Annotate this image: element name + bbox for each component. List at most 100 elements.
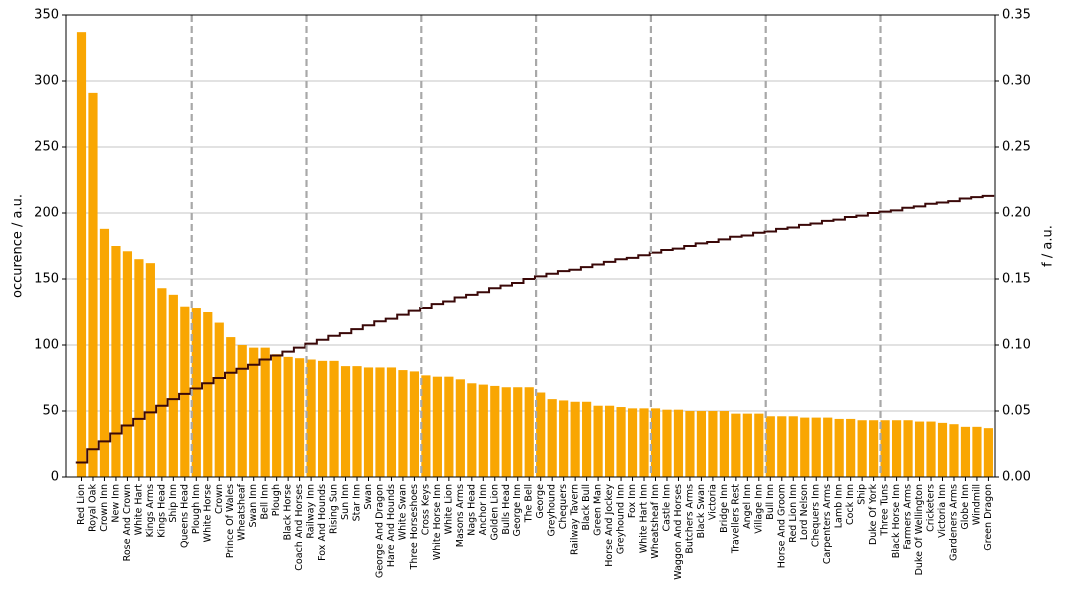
x-tick-label: Waggon And Horses (673, 484, 684, 580)
x-tick-label: White Lion (443, 484, 454, 534)
y2-axis-label: f / a.u. (1041, 225, 1056, 267)
x-tick-label: Swan Inn (248, 484, 259, 528)
x-tick-label: Crown Inn (99, 484, 110, 532)
bar (260, 347, 270, 477)
bar (398, 370, 408, 477)
x-tick-label: Bull Inn (765, 484, 776, 520)
x-tick-label: New Inn (110, 484, 121, 523)
x-tick-label: Green Dragon (983, 484, 994, 551)
y-tick-label: 100 (34, 338, 59, 353)
x-tick-label: Duke Of York (868, 484, 879, 545)
bar (650, 408, 661, 477)
bar (76, 32, 87, 477)
bar (513, 387, 523, 477)
x-tick-label: Black Bull (581, 484, 592, 531)
bar (329, 360, 339, 477)
bar (719, 411, 729, 477)
y2-tick-label: 0.15 (1002, 272, 1031, 287)
bar (111, 246, 121, 477)
x-tick-label: George Inn (512, 484, 523, 537)
bar (363, 367, 374, 477)
bar (604, 405, 615, 477)
x-tick-label: Queens Head (179, 484, 190, 548)
bar (914, 421, 925, 477)
x-tick-label: Plough Inn (191, 484, 202, 534)
cumulative-line (75, 194, 995, 464)
bar (903, 420, 913, 477)
x-tick-label: Red Lion (76, 484, 87, 525)
bar (731, 413, 741, 477)
bar (949, 424, 959, 477)
bar (788, 416, 798, 477)
y2-tick-label: 0.00 (1002, 470, 1031, 485)
x-tick-label: Railway Inn (306, 484, 317, 539)
bar (145, 263, 155, 477)
y2-tick-label: 0.05 (1002, 404, 1031, 419)
x-tick-label: Three Tuns (880, 484, 891, 537)
bar (455, 379, 465, 477)
bar (467, 383, 477, 477)
bar (490, 385, 500, 477)
x-tick-label: Rising Sun (329, 484, 340, 534)
bar (696, 411, 707, 477)
x-tick-label: Lord Nelson (799, 484, 810, 540)
y2-tick-label: 0.10 (1002, 338, 1031, 353)
x-tick-label: Globe Inn (960, 484, 971, 530)
x-tick-label: Crown (214, 484, 225, 514)
x-tick-label: Bell Inn (260, 484, 271, 520)
bar (306, 359, 316, 477)
x-tick-label: Hare And Hounds (386, 484, 397, 567)
x-tick-label: Village Inn (753, 484, 764, 534)
bar (478, 384, 488, 477)
bar (823, 417, 833, 477)
x-tick-label: Farmers Arms (903, 484, 914, 550)
x-tick-label: White Horse Inn (432, 484, 443, 560)
x-tick-label: Wheatsheaf Inn (650, 484, 661, 559)
bar (191, 308, 201, 477)
bar (340, 366, 351, 477)
x-tick-label: Lamb Inn (834, 484, 845, 528)
x-tick-label: Black Horse Inn (891, 484, 902, 558)
bar (501, 387, 511, 477)
bar (639, 408, 649, 477)
y-tick-label: 350 (34, 8, 59, 23)
y-tick-label: 200 (34, 206, 59, 221)
x-tick-label: George And Dragon (374, 484, 385, 578)
bar (800, 417, 810, 477)
x-tick-label: Kings Head (156, 484, 167, 538)
bar (869, 420, 879, 477)
bar (375, 367, 385, 477)
bar (547, 399, 557, 477)
x-tick-label: Kings Arms (145, 484, 156, 537)
x-tick-label: Star Inn (352, 484, 363, 521)
x-tick-label: Cricketers (926, 484, 937, 532)
bar (536, 392, 546, 477)
x-tick-label: Black Horse (283, 484, 294, 541)
y-axis-label: occurence / a.u. (11, 194, 26, 298)
y2-tick-label: 0.30 (1002, 74, 1031, 89)
x-tick-label: Masons Arms (455, 484, 466, 547)
bar (708, 411, 718, 477)
x-tick-label: Ship (857, 484, 868, 505)
x-tick-label: Royal Oak (87, 484, 98, 532)
bar (811, 417, 821, 477)
x-tick-label: Victoria Inn (937, 484, 948, 538)
bar (157, 288, 167, 477)
x-tick-label: Red Lion Inn (788, 484, 799, 543)
x-tick-label: Chequers Inn (811, 484, 822, 547)
x-tick-label: White Swan (397, 484, 408, 540)
x-tick-label: Castle Inn (661, 484, 672, 531)
bar (972, 426, 982, 477)
bar (226, 337, 236, 477)
bar (857, 420, 867, 477)
x-tick-label: Chequers (558, 484, 569, 529)
x-tick-label: Wheatsheaf (237, 483, 248, 540)
bar (421, 375, 431, 477)
x-tick-label: Black Swan (696, 484, 707, 538)
bar (432, 376, 442, 477)
x-tick-label: Ship Inn (168, 484, 179, 523)
x-tick-label: Green Man (593, 484, 604, 536)
bar (765, 416, 775, 477)
x-tick-label: Bulls Head (501, 484, 512, 535)
